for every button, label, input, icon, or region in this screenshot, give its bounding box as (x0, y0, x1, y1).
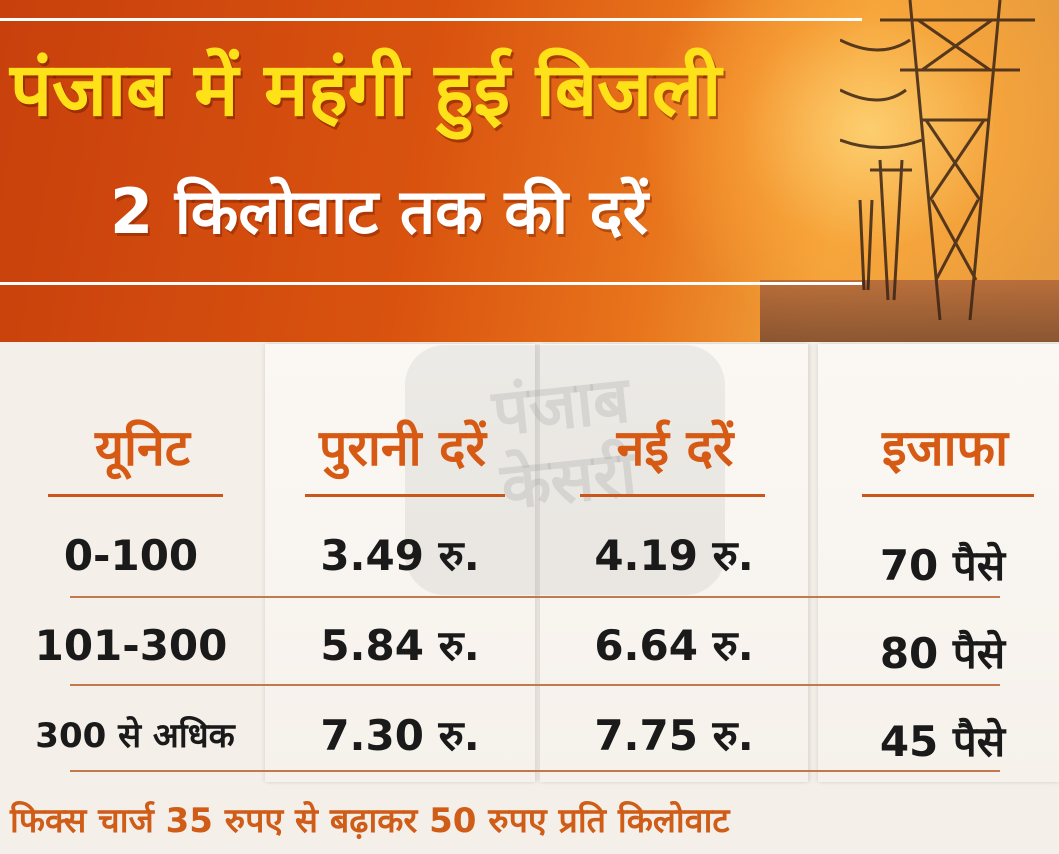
field-ground (760, 280, 1059, 342)
header-underline-old-rate (305, 494, 505, 497)
row-divider (70, 596, 1000, 598)
table-cell-unit: 101-300 (34, 621, 228, 670)
table-cell-increase: 45 पैसे (879, 717, 1006, 766)
column-panel-new (540, 344, 808, 782)
table-cell-old-rate: 3.49 रु. (320, 531, 480, 580)
header-underline-unit (48, 494, 223, 497)
table-cell-new-rate: 4.19 रु. (594, 531, 754, 580)
page-subtitle: 2 किलोवाट तक की दरें (110, 175, 648, 248)
banner-top-rule (0, 18, 862, 21)
table-cell-old-rate: 5.84 रु. (320, 621, 480, 670)
header-underline-increase (862, 494, 1034, 497)
table-cell-new-rate: 6.64 रु. (594, 621, 754, 670)
column-header-unit: यूनिट (95, 419, 190, 477)
row-divider (70, 684, 1000, 686)
table-cell-new-rate: 7.75 रु. (594, 711, 754, 760)
table-cell-unit: 0-100 (63, 531, 199, 580)
table-cell-unit: 300 से अधिक (35, 716, 235, 756)
row-divider (70, 770, 1000, 772)
banner-bottom-rule (0, 282, 862, 285)
column-panel-old (265, 344, 535, 782)
column-header-old-rate: पुरानी दरें (319, 419, 486, 477)
table-cell-old-rate: 7.30 रु. (320, 711, 480, 760)
watermark-logo (405, 345, 725, 595)
column-header-new-rate: नई दरें (616, 419, 734, 477)
power-tower-icon (840, 0, 1035, 321)
column-header-increase: इजाफा (881, 419, 1009, 477)
header-banner: पंजाब में महंगी हुई बिजली 2 किलोवाट तक क… (0, 0, 1059, 342)
fixed-charge-note: फिक्स चार्ज 35 रुपए से बढ़ाकर 50 रुपए प्… (10, 801, 730, 841)
page-title: पंजाब में महंगी हुई बिजली (10, 47, 722, 133)
header-underline-new-rate (580, 494, 765, 497)
table-cell-increase: 70 पैसे (879, 541, 1006, 590)
table-cell-increase: 80 पैसे (879, 629, 1006, 678)
column-panel-increase (818, 344, 1059, 782)
